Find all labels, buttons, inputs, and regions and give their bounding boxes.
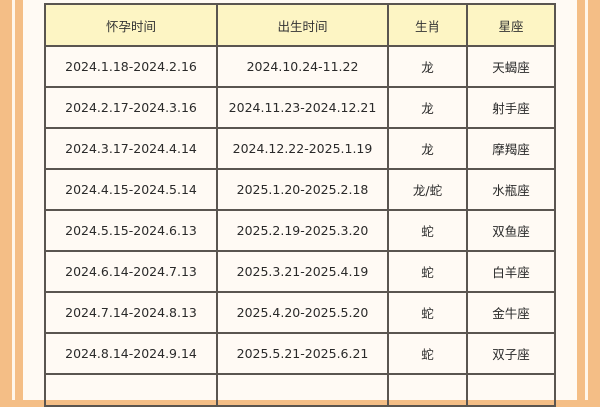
cell-birth-time: 2025.5.21-2025.6.21 (216, 332, 389, 375)
cell-zodiac-animal: 蛇 (387, 209, 468, 252)
cell-conception-time: 2024.5.15-2024.6.13 (44, 209, 218, 252)
cell-conception-time: 2024.4.15-2024.5.14 (44, 168, 218, 211)
cell-constellation: 摩羯座 (466, 127, 556, 170)
cell-zodiac-animal: 龙 (387, 45, 468, 88)
cell-birth-time: 2024.12.22-2025.1.19 (216, 127, 389, 170)
cell-conception-time: 2024.2.17-2024.3.16 (44, 86, 218, 129)
cell-zodiac-animal: 龙 (387, 127, 468, 170)
table-row: 2024.2.17-2024.3.16 2024.11.23-2024.12.21… (44, 86, 556, 129)
cell-conception-time: 2024.8.14-2024.9.14 (44, 332, 218, 375)
table-row: 2024.6.14-2024.7.13 2025.3.21-2025.4.19 蛇白… (44, 250, 556, 293)
header-constellation: 星座 (466, 3, 556, 47)
table-header-row: 怀孕时间 出生时间 生肖 星座 (44, 3, 556, 47)
cell-constellation: 水瓶座 (466, 168, 556, 211)
cell-birth-time: 2024.10.24-11.22 (216, 45, 389, 88)
cell-constellation: 双子座 (466, 332, 556, 375)
cell-zodiac-animal: 蛇 (387, 250, 468, 293)
cell-constellation: 白羊座 (466, 250, 556, 293)
cell-constellation (466, 373, 556, 407)
cell-zodiac-animal: 蛇 (387, 332, 468, 375)
cell-conception-time: 2024.7.14-2024.8.13 (44, 291, 218, 334)
cell-birth-time: 2025.3.21-2025.4.19 (216, 250, 389, 293)
table-row: 2024.3.17-2024.4.14 2024.12.22-2025.1.19 龙… (44, 127, 556, 170)
cell-conception-time: 2024.1.18-2024.2.16 (44, 45, 218, 88)
table-row: 2024.8.14-2024.9.14 2025.5.21-2025.6.21 蛇双… (44, 332, 556, 375)
cell-zodiac-animal: 龙/蛇 (387, 168, 468, 211)
cell-constellation: 射手座 (466, 86, 556, 129)
table-row: 2024.4.15-2024.5.14 2025.1.20-2025.2.18 龙/… (44, 168, 556, 211)
cell-conception-time: 2024.3.17-2024.4.14 (44, 127, 218, 170)
cell-conception-time: 2024.6.14-2024.7.13 (44, 250, 218, 293)
cell-zodiac-animal: 蛇 (387, 291, 468, 334)
pregnancy-zodiac-table: 怀孕时间 出生时间 生肖 星座 2024.1.18-2024.2.16 2024.… (44, 3, 556, 407)
header-conception-time: 怀孕时间 (44, 3, 218, 47)
cell-zodiac-animal: 龙 (387, 86, 468, 129)
table-row: 2024.7.14-2024.8.13 2025.4.20-2025.5.20 蛇金… (44, 291, 556, 334)
cell-birth-time: 2025.1.20-2025.2.18 (216, 168, 389, 211)
header-birth-time: 出生时间 (216, 3, 389, 47)
cell-conception-time (44, 373, 218, 407)
cell-constellation: 双鱼座 (466, 209, 556, 252)
table-row: 2024.1.18-2024.2.16 2024.10.24-11.22 龙天蝎座 (44, 45, 556, 88)
cell-birth-time: 2025.4.20-2025.5.20 (216, 291, 389, 334)
frame-stripe-left (12, 0, 15, 400)
header-zodiac-animal: 生肖 (387, 3, 468, 47)
cell-birth-time: 2024.11.23-2024.12.21 (216, 86, 389, 129)
cell-zodiac-animal (387, 373, 468, 407)
table-row: 2024.5.15-2024.6.13 2025.2.19-2025.3.20 蛇双… (44, 209, 556, 252)
cell-birth-time (216, 373, 389, 407)
frame-stripe-right (585, 0, 588, 400)
table-row-partial (44, 373, 556, 407)
cell-constellation: 金牛座 (466, 291, 556, 334)
cell-constellation: 天蝎座 (466, 45, 556, 88)
cell-birth-time: 2025.2.19-2025.3.20 (216, 209, 389, 252)
